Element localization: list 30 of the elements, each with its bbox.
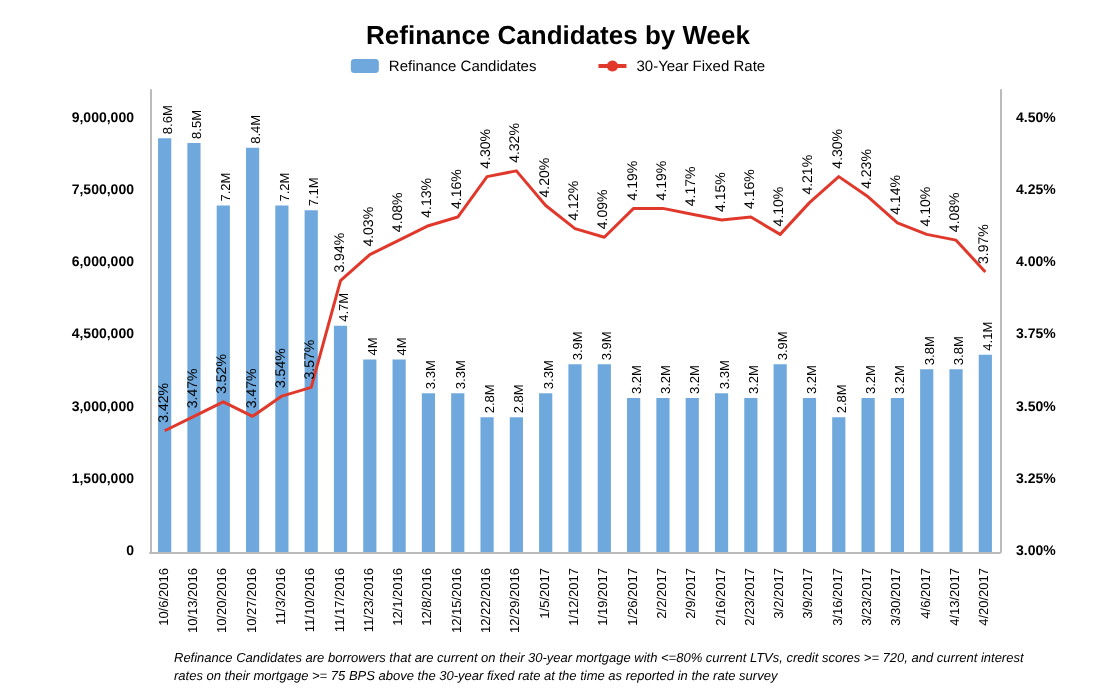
bar [656,398,670,552]
bar [509,417,523,552]
bar [216,205,230,552]
bar [744,398,758,552]
bar [392,359,406,552]
bar [978,354,992,552]
bar [685,398,699,552]
bar [714,393,729,552]
bar [920,369,934,552]
bar [421,393,436,552]
bar [568,364,582,552]
bar [158,138,172,552]
bar [949,369,963,552]
bar [363,359,377,552]
bar [275,205,289,552]
bar [597,364,611,552]
bar [890,398,905,552]
bar [627,398,641,552]
bar [861,398,875,552]
bar [187,142,201,552]
bar [451,393,465,552]
bar [802,398,817,552]
bar [480,417,494,552]
bar [333,325,348,552]
bar [245,147,260,552]
chart-title: Refinance Candidates by Week [366,20,752,50]
bar [832,417,846,552]
bar [304,210,318,552]
bar [539,393,553,552]
bar [773,364,787,552]
